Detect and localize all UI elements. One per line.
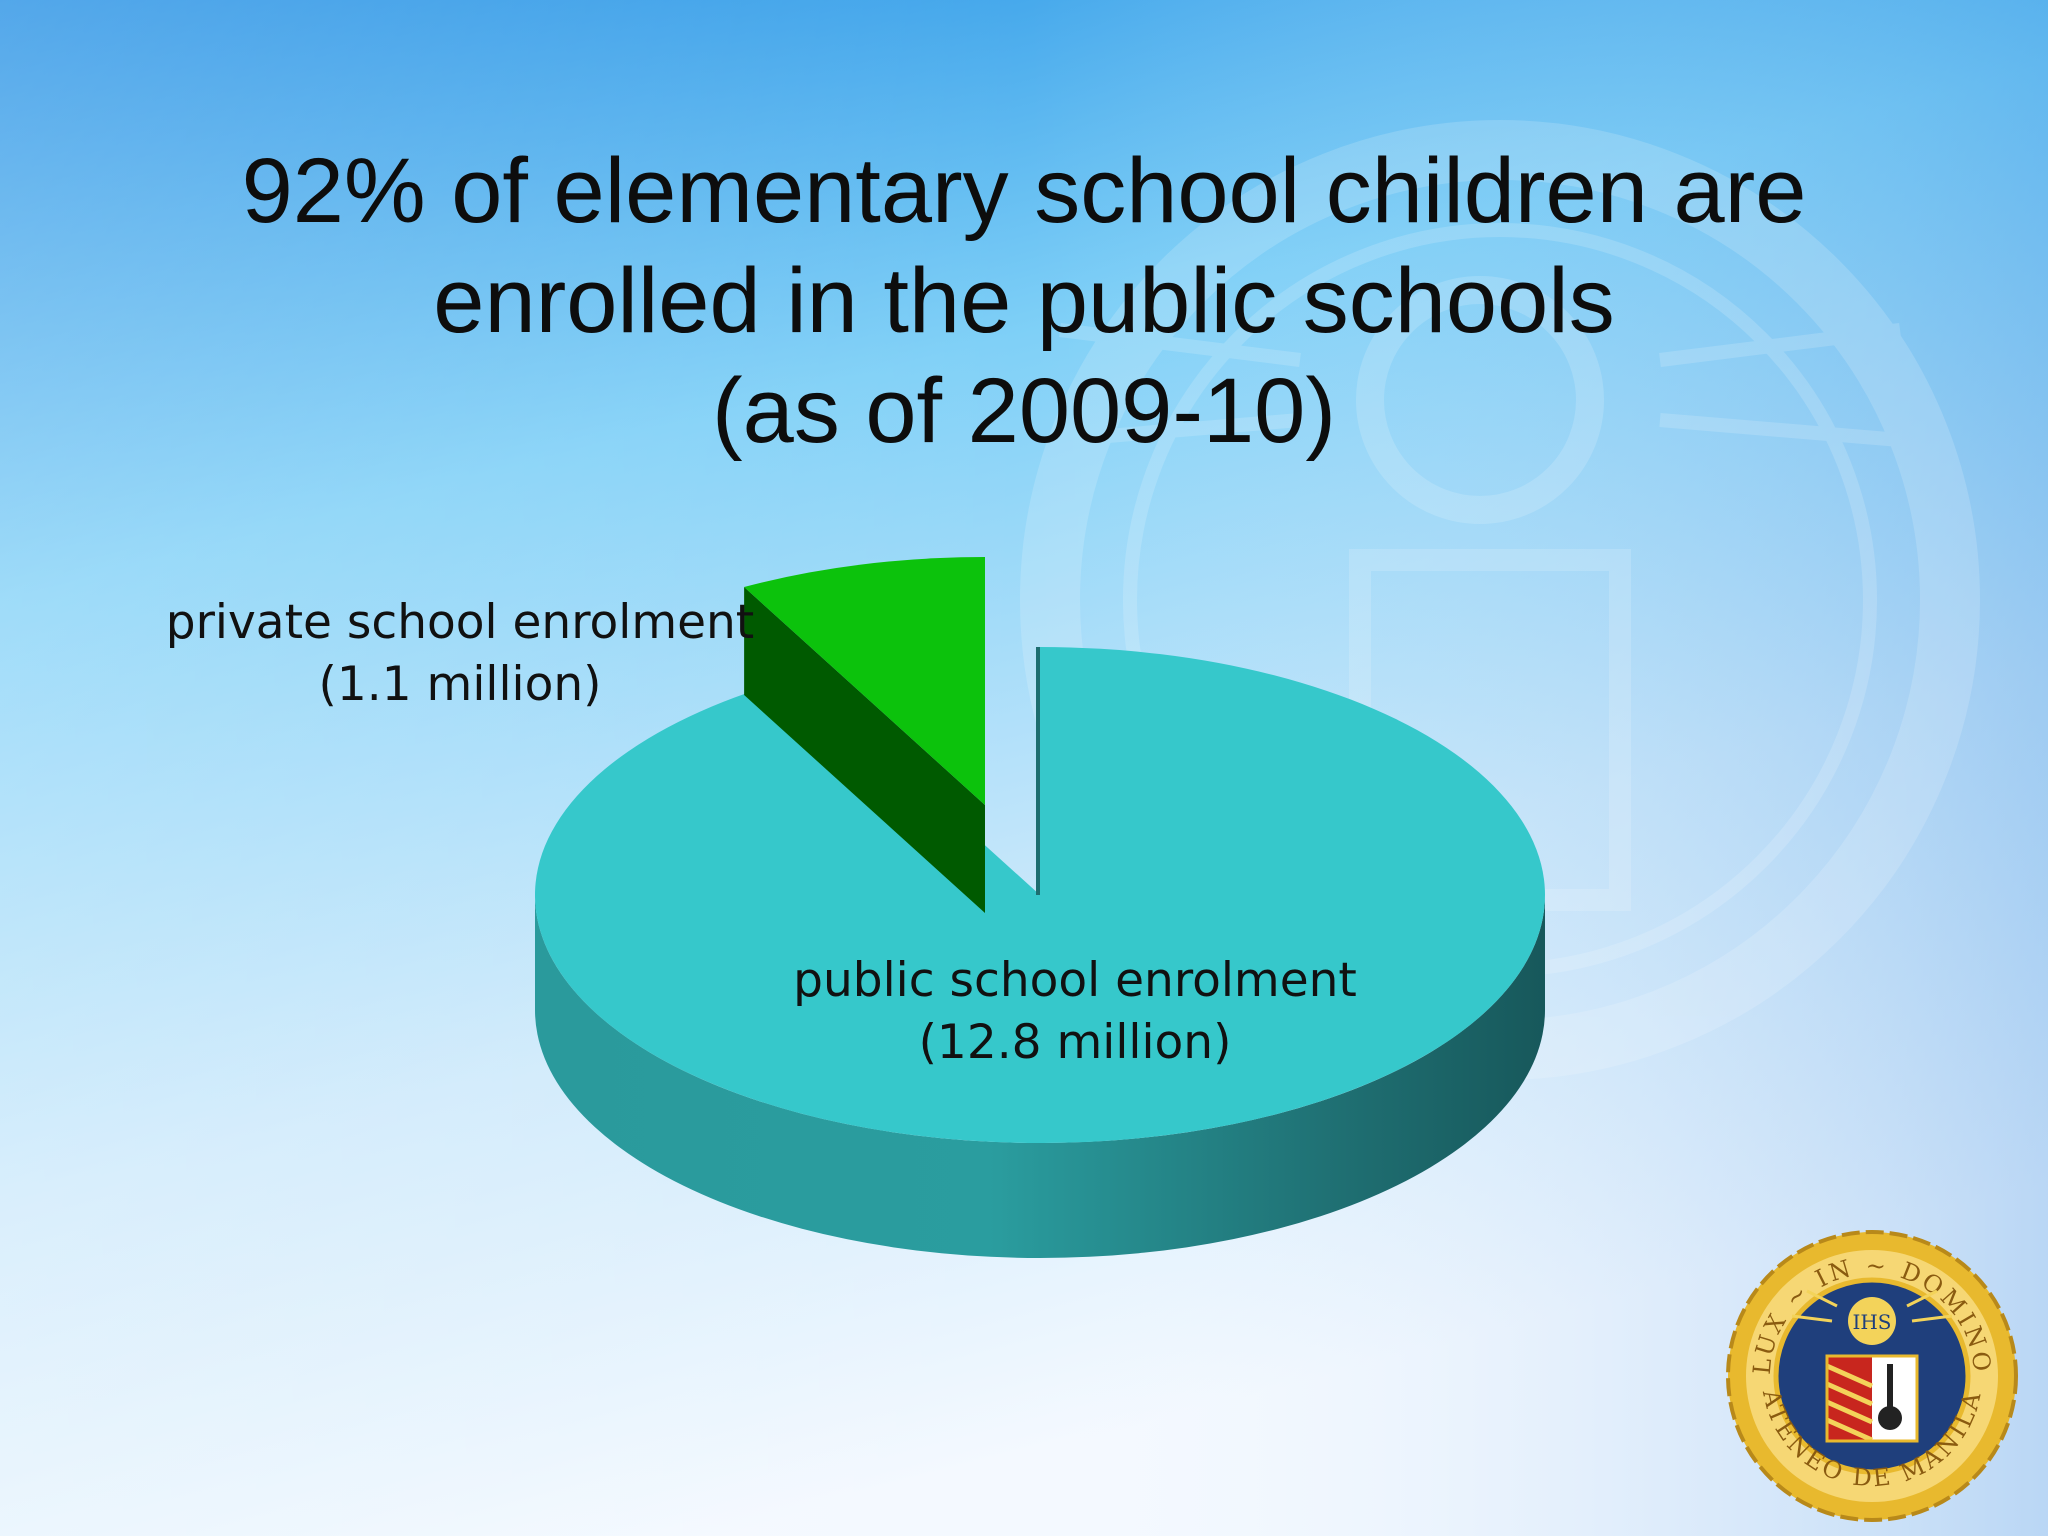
public-slice-side (535, 895, 1545, 1258)
public-slice-value: (12.8 million) (918, 1015, 1232, 1070)
slide-title-line-2: enrolled in the public schools (433, 250, 1615, 352)
private-slice (744, 557, 985, 805)
public-slice-cut-edge (1036, 647, 1040, 895)
public-slice-name: public school enrolment (793, 953, 1357, 1008)
svg-text:IHS: IHS (1852, 1310, 1891, 1334)
private-slice-name: private school enrolment (165, 595, 755, 650)
public-slice-label: public school enrolment (12.8 million) (775, 950, 1375, 1074)
private-slice-side (744, 587, 985, 913)
private-slice-label: private school enrolment (1.1 million) (160, 592, 760, 716)
seal-red-stripes (1825, 1356, 1874, 1443)
private-slice-value: (1.1 million) (318, 657, 602, 712)
ateneo-seal-logo: LUX ~ IN ~ DOMINO ATENEO DE MANILA IHS (1726, 1230, 2018, 1522)
slide-title-line-1: 92% of elementary school children are (241, 140, 1807, 242)
slide-title-line-3: (as of 2009-10) (712, 360, 1336, 462)
